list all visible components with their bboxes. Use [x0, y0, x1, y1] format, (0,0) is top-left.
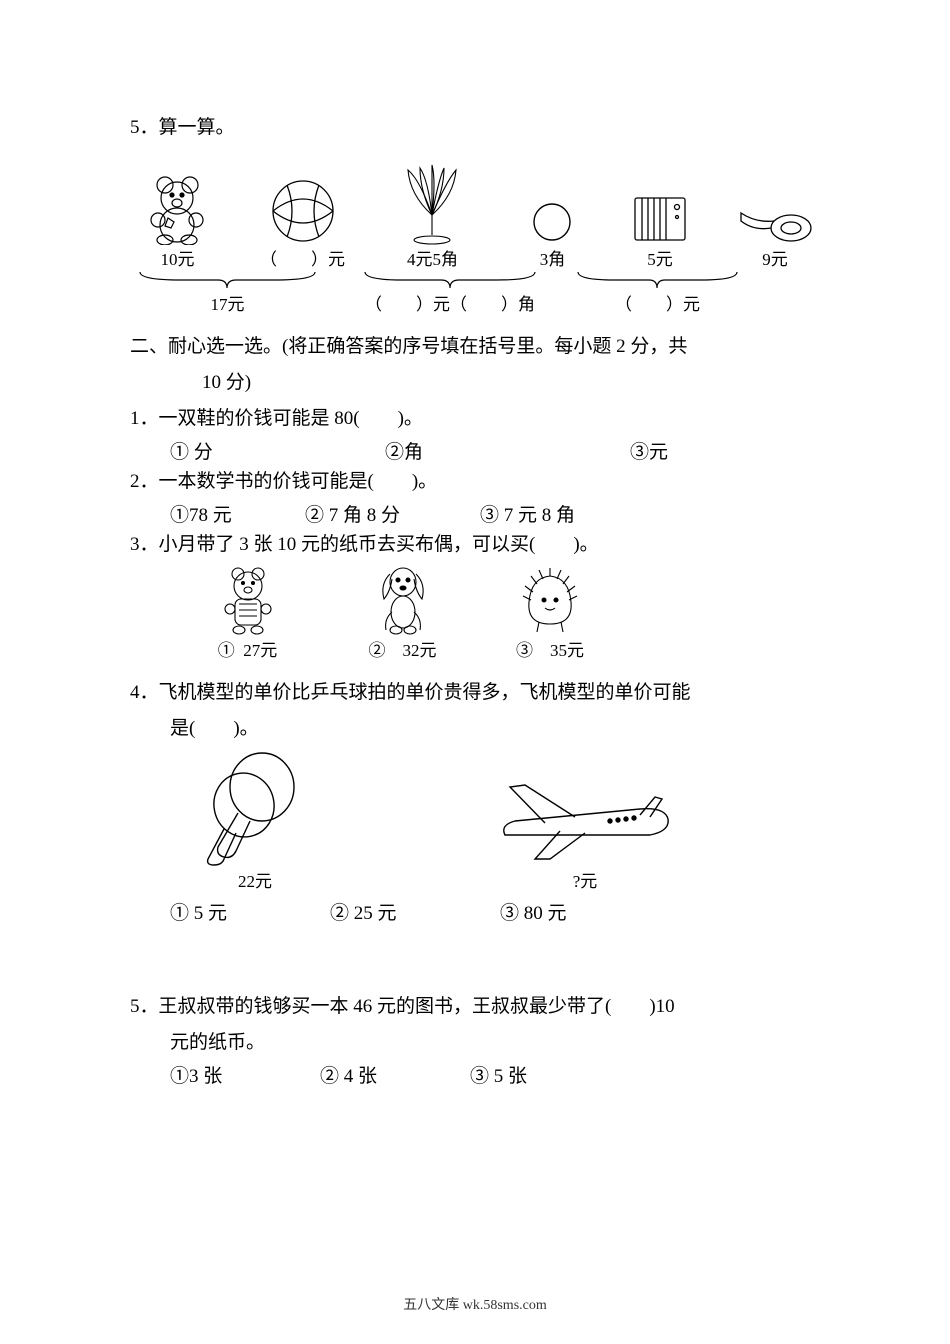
brace-icon [570, 270, 745, 290]
option: ① 分 [170, 437, 385, 464]
s2q3-options-row: ① 27元 ② 32元 [130, 564, 820, 661]
item-price: 3角 [540, 245, 566, 270]
doll-bear-icon [217, 564, 279, 636]
option: ③ 80 元 [500, 898, 567, 925]
option-price: 32元 [403, 641, 437, 660]
doll-dog-icon [372, 564, 434, 636]
paddle-icon [200, 747, 310, 867]
group-sum: 17元 [130, 290, 325, 315]
item-price: 10元 [161, 245, 195, 270]
s2q1-options: ① 分 ②角 ③元 [130, 437, 820, 464]
plane-price: ?元 [573, 867, 598, 892]
s2q4-text-line2: 是( )。 [130, 711, 820, 747]
group-sum: （ ）元（ ）角 [355, 290, 545, 315]
q5-braces-row: 17元 （ ）元（ ）角 （ ）元 [130, 270, 820, 315]
page-footer: 五八文库 wk.58sms.com [0, 1294, 950, 1314]
book-icon [630, 193, 690, 245]
option-num: ② [369, 641, 386, 660]
section2-title-line2: 10 分) [130, 365, 820, 401]
paddle-price: 22元 [238, 867, 272, 892]
option-num: ① [218, 641, 235, 660]
option: ③ 7 元 8 角 [480, 500, 575, 527]
s2q4-text-line1: 4．飞机模型的单价比乒乓球拍的单价贵得多，飞机模型的单价可能 [130, 675, 820, 711]
option: ② 7 角 8 分 [305, 500, 480, 527]
option: ① 5 元 [170, 898, 330, 925]
option: ①78 元 [170, 500, 305, 527]
option-num: ③ [516, 641, 533, 660]
option: ②角 [385, 437, 630, 464]
ball-icon [269, 177, 337, 245]
item-price: （ ）元 [260, 245, 345, 270]
brace-icon [130, 270, 325, 290]
item-price: 5元 [647, 245, 673, 270]
q5-title: 5．算一算。 [130, 110, 820, 146]
group-sum: （ ）元 [570, 290, 745, 315]
brace-icon [355, 270, 545, 290]
option: ③ 5 张 [470, 1061, 527, 1088]
teddy-bear-icon [140, 170, 215, 245]
option-row: ② 32元 [369, 636, 437, 661]
s2q4-images-row: 22元 ?元 [130, 747, 820, 892]
s2q5-options: ①3 张 ② 4 张 ③ 5 张 [130, 1061, 820, 1088]
s2q5-text-line2: 元的纸币。 [130, 1025, 820, 1061]
item-price: 4元5角 [407, 245, 458, 270]
option-price: 35元 [550, 641, 584, 660]
s2q1-text: 1．一双鞋的价钱可能是 80( )。 [130, 401, 820, 437]
s2q2-options: ①78 元 ② 7 角 8 分 ③ 7 元 8 角 [130, 500, 820, 527]
option: ② 4 张 [320, 1061, 470, 1088]
q5-items-row: 10元 （ ）元 4元5角 [130, 160, 820, 270]
option-row: ① 27元 [218, 636, 278, 661]
s2q5-text-line1: 5．王叔叔带的钱够买一本 46 元的图书，王叔叔最少带了( )10 [130, 989, 820, 1025]
option: ①3 张 [170, 1061, 320, 1088]
airplane-icon [490, 767, 680, 867]
tape-icon [736, 203, 814, 245]
item-price: 9元 [762, 245, 788, 270]
option-price: 27元 [243, 641, 277, 660]
option-row: ③ 35元 [516, 636, 584, 661]
option: ③元 [630, 437, 668, 464]
s2q4-options: ① 5 元 ② 25 元 ③ 80 元 [130, 898, 820, 925]
section2-title-line1: 二、耐心选一选。(将正确答案的序号填在括号里。每小题 2 分，共 [130, 329, 820, 365]
option: ② 25 元 [330, 898, 500, 925]
doll-hedgehog-icon [517, 564, 583, 636]
s2q2-text: 2．一本数学书的价钱可能是( )。 [130, 464, 820, 500]
circle-icon [530, 200, 575, 245]
feather-duster-icon [390, 160, 475, 245]
s2q3-text: 3．小月带了 3 张 10 元的纸币去买布偶，可以买( )。 [130, 527, 820, 563]
